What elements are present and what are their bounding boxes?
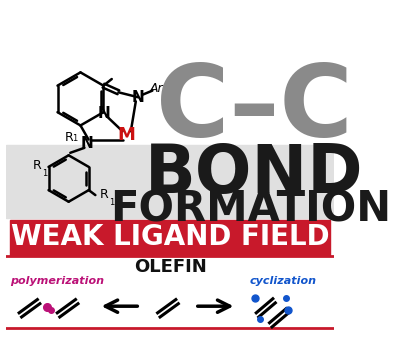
- Bar: [10, 220, 330, 255]
- Text: C–C: C–C: [156, 61, 353, 158]
- Text: cyclization: cyclization: [249, 276, 316, 286]
- Text: OLEFIN: OLEFIN: [134, 258, 206, 276]
- Text: 1: 1: [109, 198, 114, 207]
- Text: FORMATION: FORMATION: [110, 188, 391, 230]
- Text: 1: 1: [72, 134, 77, 143]
- Text: R: R: [32, 159, 41, 172]
- Text: BOND: BOND: [145, 140, 364, 207]
- Text: N: N: [132, 90, 145, 105]
- Text: R: R: [64, 131, 73, 144]
- Text: M: M: [118, 126, 135, 144]
- Text: Ar: Ar: [150, 83, 163, 96]
- Text: polymerization: polymerization: [10, 276, 104, 286]
- Bar: [6, 146, 334, 218]
- Text: R: R: [99, 188, 108, 201]
- Text: N: N: [80, 136, 93, 151]
- Text: 1: 1: [42, 169, 47, 178]
- Text: N: N: [98, 105, 110, 121]
- Text: WEAK LIGAND FIELD: WEAK LIGAND FIELD: [11, 223, 329, 251]
